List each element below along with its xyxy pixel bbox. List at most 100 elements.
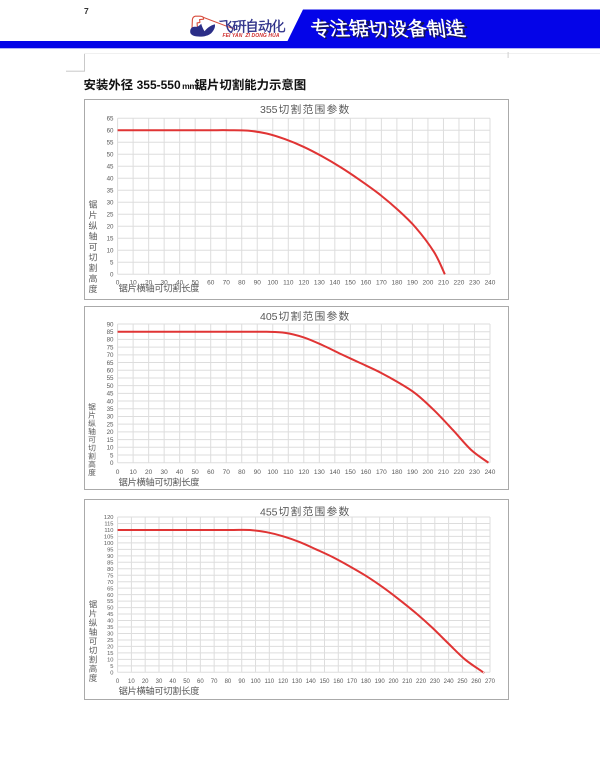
svg-text:25: 25 bbox=[107, 638, 113, 644]
svg-text:10: 10 bbox=[107, 657, 113, 663]
svg-text:20: 20 bbox=[145, 279, 153, 286]
svg-text:170: 170 bbox=[347, 679, 358, 685]
svg-text:50: 50 bbox=[107, 606, 113, 612]
svg-text:180: 180 bbox=[391, 279, 402, 286]
svg-text:180: 180 bbox=[361, 679, 372, 685]
svg-text:210: 210 bbox=[438, 469, 449, 476]
svg-text:80: 80 bbox=[107, 567, 113, 573]
svg-text:40: 40 bbox=[107, 619, 113, 625]
svg-text:25: 25 bbox=[107, 212, 114, 219]
svg-text:80: 80 bbox=[238, 279, 246, 286]
svg-text:110: 110 bbox=[283, 279, 294, 286]
svg-text:100: 100 bbox=[251, 679, 262, 685]
svg-text:10: 10 bbox=[130, 279, 138, 286]
svg-text:40: 40 bbox=[169, 679, 176, 685]
svg-text:40: 40 bbox=[176, 469, 184, 476]
svg-text:100: 100 bbox=[267, 279, 278, 286]
svg-text:40: 40 bbox=[107, 176, 114, 183]
svg-text:210: 210 bbox=[438, 279, 449, 286]
svg-text:7: 7 bbox=[84, 6, 89, 16]
svg-text:105: 105 bbox=[104, 535, 114, 541]
svg-text:240: 240 bbox=[485, 469, 496, 476]
svg-text:10: 10 bbox=[130, 469, 138, 476]
svg-text:5: 5 bbox=[110, 452, 114, 459]
svg-text:95: 95 bbox=[107, 547, 113, 553]
svg-text:230: 230 bbox=[469, 469, 480, 476]
svg-text:100: 100 bbox=[267, 469, 278, 476]
svg-text:10: 10 bbox=[107, 445, 114, 452]
svg-text:90: 90 bbox=[107, 554, 113, 560]
svg-text:65: 65 bbox=[107, 586, 113, 592]
svg-text:220: 220 bbox=[416, 679, 427, 685]
svg-text:0: 0 bbox=[110, 460, 114, 467]
svg-text:230: 230 bbox=[430, 679, 441, 685]
svg-text:80: 80 bbox=[225, 679, 232, 685]
svg-text:55: 55 bbox=[107, 599, 113, 605]
svg-text:0: 0 bbox=[116, 679, 120, 685]
svg-text:80: 80 bbox=[107, 337, 114, 344]
svg-text:70: 70 bbox=[107, 352, 114, 359]
svg-text:75: 75 bbox=[107, 573, 113, 579]
svg-text:35: 35 bbox=[107, 188, 114, 195]
svg-text:260: 260 bbox=[471, 679, 482, 685]
svg-text:70: 70 bbox=[223, 279, 231, 286]
svg-text:90: 90 bbox=[107, 321, 114, 328]
svg-text:35: 35 bbox=[107, 625, 113, 631]
svg-text:170: 170 bbox=[376, 469, 387, 476]
svg-text:90: 90 bbox=[254, 279, 262, 286]
svg-text:190: 190 bbox=[375, 679, 386, 685]
svg-text:50: 50 bbox=[183, 679, 190, 685]
svg-text:65: 65 bbox=[107, 360, 114, 367]
svg-text:220: 220 bbox=[454, 279, 465, 286]
svg-text:60: 60 bbox=[207, 279, 215, 286]
svg-text:130: 130 bbox=[314, 469, 325, 476]
svg-text:270: 270 bbox=[485, 679, 496, 685]
svg-text:190: 190 bbox=[407, 469, 418, 476]
svg-text:30: 30 bbox=[107, 200, 114, 207]
svg-text:20: 20 bbox=[107, 224, 114, 231]
svg-text:30: 30 bbox=[161, 469, 169, 476]
svg-text:140: 140 bbox=[306, 679, 317, 685]
svg-text:120: 120 bbox=[298, 469, 309, 476]
svg-text:240: 240 bbox=[485, 279, 496, 286]
svg-text:120: 120 bbox=[298, 279, 309, 286]
svg-text:85: 85 bbox=[107, 560, 113, 566]
svg-text:150: 150 bbox=[345, 469, 356, 476]
svg-text:240: 240 bbox=[444, 679, 455, 685]
svg-text:85: 85 bbox=[107, 329, 114, 336]
svg-text:15: 15 bbox=[107, 236, 114, 243]
svg-text:60: 60 bbox=[107, 127, 114, 134]
svg-text:10: 10 bbox=[107, 248, 114, 255]
svg-text:60: 60 bbox=[207, 469, 215, 476]
svg-text:40: 40 bbox=[176, 279, 184, 286]
svg-text:130: 130 bbox=[292, 679, 303, 685]
svg-text:70: 70 bbox=[223, 469, 231, 476]
svg-text:210: 210 bbox=[402, 679, 413, 685]
svg-text:0: 0 bbox=[116, 469, 120, 476]
svg-text:140: 140 bbox=[329, 469, 340, 476]
svg-text:110: 110 bbox=[283, 469, 294, 476]
svg-text:0: 0 bbox=[110, 272, 114, 279]
svg-text:110: 110 bbox=[104, 528, 113, 534]
svg-text:30: 30 bbox=[107, 632, 113, 638]
svg-text:140: 140 bbox=[329, 279, 340, 286]
svg-text:200: 200 bbox=[423, 469, 434, 476]
svg-text:40: 40 bbox=[107, 398, 114, 405]
svg-text:60: 60 bbox=[107, 593, 113, 599]
svg-text:160: 160 bbox=[360, 279, 371, 286]
svg-text:90: 90 bbox=[254, 469, 262, 476]
svg-text:200: 200 bbox=[388, 679, 399, 685]
svg-text:80: 80 bbox=[238, 469, 246, 476]
svg-text:mm: mm bbox=[182, 81, 197, 91]
svg-text:200: 200 bbox=[423, 279, 434, 286]
svg-text:150: 150 bbox=[345, 279, 356, 286]
svg-text:15: 15 bbox=[107, 651, 113, 657]
svg-text:35: 35 bbox=[107, 406, 114, 413]
svg-text:30: 30 bbox=[156, 679, 163, 685]
svg-text:0: 0 bbox=[116, 279, 120, 286]
svg-text:5: 5 bbox=[110, 260, 114, 267]
svg-text:355-550: 355-550 bbox=[137, 78, 181, 92]
svg-text:130: 130 bbox=[314, 279, 325, 286]
svg-text:45: 45 bbox=[107, 612, 113, 618]
svg-text:70: 70 bbox=[107, 580, 113, 586]
